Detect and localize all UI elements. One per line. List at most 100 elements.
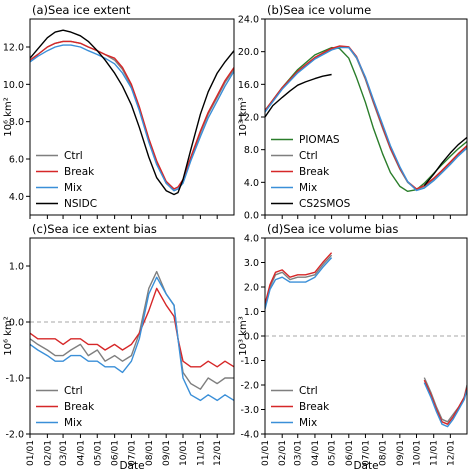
y-tick-label: 0.0 xyxy=(244,332,259,343)
x-tick-label: 05/01 xyxy=(328,440,338,466)
y-axis-label: 10³ km³ xyxy=(238,316,249,355)
x-tick-label: 10/01 xyxy=(179,440,189,466)
x-tick-label: 08/01 xyxy=(145,440,155,466)
y-tick-label: 10.0 xyxy=(3,80,24,91)
panel-title: (a)Sea ice extent xyxy=(32,3,131,17)
y-tick-label: 16.0 xyxy=(238,80,259,91)
series-ctrl-line xyxy=(30,40,234,192)
x-tick-label: 10/01 xyxy=(413,440,423,466)
legend-entry-mix: Mix xyxy=(64,182,82,194)
panel-title: (b)Sea ice volume xyxy=(267,3,371,17)
x-tick-label: 06/01 xyxy=(111,440,121,466)
x-axis-label: Date xyxy=(353,460,378,472)
x-tick-label: 09/01 xyxy=(162,440,172,466)
x-tick-label: 11/01 xyxy=(196,440,206,466)
x-tick-label: 01/01 xyxy=(26,440,36,466)
y-tick-label: 4.0 xyxy=(9,192,24,203)
panel-a: (a)Sea ice extent 4.0 6.0 8.0 10.0 12.0 10⁶ km… xyxy=(3,3,235,219)
y-axis-label: 10⁶ km² xyxy=(3,316,14,355)
x-tick-label: 11/01 xyxy=(430,440,440,466)
y-tick-label: 4.0 xyxy=(244,178,259,189)
legend-entry-break: Break xyxy=(64,401,95,413)
x-tick-label: 08/01 xyxy=(379,440,389,466)
series-mix-line xyxy=(265,46,467,192)
x-tick-label: 03/01 xyxy=(294,440,304,466)
panel-title: (d)Sea ice volume bias xyxy=(267,222,398,236)
series-mix-line xyxy=(30,276,234,402)
series-nsidc-line xyxy=(30,29,234,196)
legend-entry-break: Break xyxy=(64,166,95,178)
x-tick-label: 07/01 xyxy=(361,440,371,466)
series-cs2smos-line xyxy=(265,73,332,118)
x-tick-label: 05/01 xyxy=(93,440,103,466)
series-break-line xyxy=(265,252,333,305)
legend-entry-nsidc: NSIDC xyxy=(64,198,97,210)
x-tick-label: 02/01 xyxy=(278,440,288,466)
y-tick-label: 12.0 xyxy=(238,113,259,124)
series-group xyxy=(265,252,467,428)
legend-entry-mix: Mix xyxy=(64,417,82,429)
y-axis-label: 10⁶ km² xyxy=(3,97,14,136)
legend-entry-ctrl: Ctrl xyxy=(64,385,83,397)
y-tick-label: 24.0 xyxy=(238,15,259,26)
y-tick-label: 1.0 xyxy=(9,262,24,273)
series-mix-line xyxy=(265,257,333,310)
panel-d: (d)Sea ice volume bias -4.0 -3.0 -2.0 -1.0 0.… xyxy=(238,222,468,472)
y-tick-label: -1.0 xyxy=(5,374,24,385)
y-tick-label: 8.0 xyxy=(244,145,259,156)
series-ctrl-line xyxy=(265,46,467,191)
series-break-line xyxy=(265,45,467,190)
panel-b: (b)Sea ice volume 0.0 4.0 8.0 12.0 16.0 20.0 24… xyxy=(238,3,468,222)
x-tick-label: 07/01 xyxy=(127,440,137,466)
y-tick-label: 8.0 xyxy=(9,117,24,128)
panel-c: (c)Sea ice extent bias -2.0 -1.0 0.0 1.0 10⁶ … xyxy=(3,222,235,472)
y-tick-label: 6.0 xyxy=(9,155,24,166)
legend-entry-mix: Mix xyxy=(299,182,317,194)
x-tick-label: 04/01 xyxy=(311,440,321,466)
series-ctrl-line xyxy=(30,270,234,390)
y-tick-label: 3.0 xyxy=(244,258,259,269)
y-tick-label: 20.0 xyxy=(238,47,259,58)
x-tick-label: 04/01 xyxy=(76,440,86,466)
series-ctrl-line xyxy=(423,377,467,423)
y-tick-label: 2.0 xyxy=(244,283,259,294)
series-cs2smos-line xyxy=(423,136,467,187)
x-tick-label: 06/01 xyxy=(345,440,355,466)
series-break-line xyxy=(30,287,234,368)
y-tick-label: -2.0 xyxy=(240,381,259,392)
legend-entry-cs2smos: CS2SMOS xyxy=(299,198,351,210)
panel-title: (c)Sea ice extent bias xyxy=(32,222,157,236)
x-tick-label: 03/01 xyxy=(59,440,69,466)
series-group xyxy=(30,270,234,402)
series-break-line xyxy=(30,40,234,190)
legend-entry-break: Break xyxy=(299,401,330,413)
x-tick-label: 12/01 xyxy=(213,440,223,466)
series-group xyxy=(265,45,467,193)
series-mix-line xyxy=(30,44,234,192)
x-tick-label: 12/01 xyxy=(446,440,456,466)
x-axis-label: Date xyxy=(119,460,144,472)
x-tick-label: 09/01 xyxy=(396,440,406,466)
plot-frame xyxy=(264,18,468,216)
legend-entry-ctrl: Ctrl xyxy=(299,150,318,162)
x-tick-label: 02/01 xyxy=(43,440,53,466)
y-tick-label: -4.0 xyxy=(240,430,259,441)
y-tick-label: -2.0 xyxy=(5,430,24,441)
y-tick-label: 0.0 xyxy=(244,211,259,222)
x-tick-label: 01/01 xyxy=(261,440,271,466)
legend-entry-mix: Mix xyxy=(299,417,317,429)
legend-entry-ctrl: Ctrl xyxy=(299,385,318,397)
y-tick-label: -3.0 xyxy=(240,405,259,416)
y-tick-label: 1.0 xyxy=(244,307,259,318)
y-tick-label: 4.0 xyxy=(244,234,259,245)
series-ctrl-line xyxy=(265,254,333,307)
legend-entry-ctrl: Ctrl xyxy=(64,150,83,162)
plot-frame xyxy=(29,237,235,435)
plot-frame xyxy=(29,18,235,216)
series-mix-line xyxy=(423,382,467,428)
y-axis-label: 10³ km³ xyxy=(238,97,249,136)
legend-entry-piomas: PIOMAS xyxy=(299,134,340,146)
y-tick-label: 0.0 xyxy=(9,318,24,329)
legend-entry-break: Break xyxy=(299,166,330,178)
